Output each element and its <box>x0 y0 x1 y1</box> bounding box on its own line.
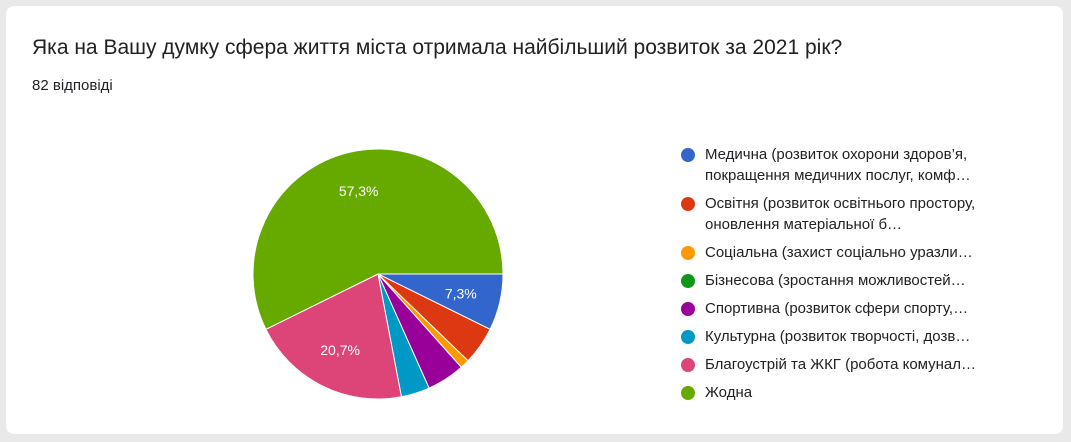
question-title: Яка на Вашу думку сфера життя міста отри… <box>32 36 843 59</box>
legend-label: Жодна <box>705 384 753 401</box>
legend-swatch <box>681 302 695 316</box>
chart-legend: Медична (розвиток охорони здоров’я, покр… <box>681 144 1041 410</box>
legend-item-0[interactable]: Медична (розвиток охорони здоров’я, покр… <box>681 144 1041 186</box>
legend-item-2[interactable]: Соціальна (захист соціально уразли… <box>681 242 1041 263</box>
legend-label: Освітня (розвиток освітнього простору, о… <box>705 195 976 233</box>
pie-slice-6 <box>265 273 403 400</box>
legend-swatch <box>681 330 695 344</box>
legend-label: Соціальна (захист соціально уразли… <box>705 244 973 261</box>
legend-item-7[interactable]: Жодна <box>681 382 1041 403</box>
pie-chart: 7,3% 20,7% 57,3% <box>252 148 504 400</box>
legend-label: Спортивна (розвиток сфери спорту,… <box>705 300 969 317</box>
legend-swatch <box>681 148 695 162</box>
legend-label: Бізнесова (зростання можливостей… <box>705 272 966 289</box>
pie-slice-7 <box>252 148 504 331</box>
legend-item-1[interactable]: Освітня (розвиток освітнього простору, о… <box>681 193 1041 235</box>
pie-slices <box>252 148 504 400</box>
pie-labels: 7,3% 20,7% 57,3% <box>320 183 476 358</box>
legend-label: Культурна (розвиток творчості, дозв… <box>705 328 971 345</box>
legend-item-6[interactable]: Благоустрій та ЖКГ (робота комунал… <box>681 354 1041 375</box>
legend-item-4[interactable]: Спортивна (розвиток сфери спорту,… <box>681 298 1041 319</box>
legend-label: Благоустрій та ЖКГ (робота комунал… <box>705 356 977 373</box>
pie-data-label-6: 20,7% <box>320 342 360 358</box>
response-count: 82 відповіді <box>32 77 113 94</box>
legend-label: Медична (розвиток охорони здоров’я, покр… <box>705 146 971 184</box>
legend-swatch <box>681 386 695 400</box>
legend-item-5[interactable]: Культурна (розвиток творчості, дозв… <box>681 326 1041 347</box>
pie-data-label-0: 7,3% <box>445 285 477 301</box>
response-summary-card: Яка на Вашу думку сфера життя міста отри… <box>6 6 1063 434</box>
pie-data-label-7: 57,3% <box>339 183 379 199</box>
legend-swatch <box>681 358 695 372</box>
legend-swatch <box>681 246 695 260</box>
legend-item-3[interactable]: Бізнесова (зростання можливостей… <box>681 270 1041 291</box>
legend-swatch <box>681 197 695 211</box>
legend-swatch <box>681 274 695 288</box>
